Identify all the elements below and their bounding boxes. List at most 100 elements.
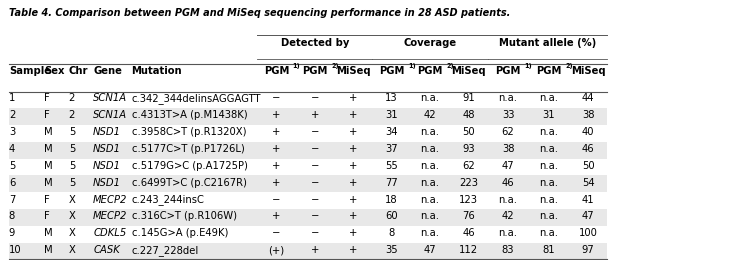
Text: Mutation: Mutation <box>132 66 183 76</box>
Text: Mutant allele (%): Mutant allele (%) <box>499 38 596 48</box>
Text: n.a.: n.a. <box>539 178 558 188</box>
Text: X: X <box>69 211 75 222</box>
Text: 123: 123 <box>459 194 478 205</box>
Text: 47: 47 <box>423 245 437 255</box>
Text: −: − <box>310 211 319 222</box>
Bar <box>9 243 607 260</box>
Text: c.145G>A (p.E49K): c.145G>A (p.E49K) <box>132 228 228 238</box>
Text: +: + <box>310 245 319 255</box>
Text: c.5179G>C (p.A1725P): c.5179G>C (p.A1725P) <box>132 161 248 171</box>
Text: 76: 76 <box>462 211 475 222</box>
Text: c.316C>T (p.R106W): c.316C>T (p.R106W) <box>132 211 236 222</box>
Text: n.a.: n.a. <box>420 93 440 103</box>
Text: 2): 2) <box>446 63 454 69</box>
Text: c.243_244insC: c.243_244insC <box>132 194 205 205</box>
Text: 41: 41 <box>582 194 595 205</box>
Text: n.a.: n.a. <box>420 127 440 137</box>
Text: 55: 55 <box>385 161 398 171</box>
Text: F: F <box>44 194 50 205</box>
Text: +: + <box>349 144 358 154</box>
Text: CASK: CASK <box>93 245 120 255</box>
Text: n.a.: n.a. <box>539 228 558 238</box>
Text: 1): 1) <box>525 63 532 69</box>
Bar <box>9 176 607 192</box>
Text: c.342_344delinsAGGAGTT: c.342_344delinsAGGAGTT <box>132 93 261 103</box>
Text: MiSeq: MiSeq <box>336 66 370 76</box>
Text: 1: 1 <box>9 93 16 103</box>
Text: +: + <box>349 211 358 222</box>
Text: 100: 100 <box>579 228 598 238</box>
Text: 38: 38 <box>582 110 594 120</box>
Text: 60: 60 <box>385 211 398 222</box>
Text: c.5177C>T (p.P1726L): c.5177C>T (p.P1726L) <box>132 144 245 154</box>
Text: n.a.: n.a. <box>499 93 517 103</box>
Text: 44: 44 <box>582 93 594 103</box>
Text: +: + <box>349 161 358 171</box>
Text: 50: 50 <box>462 127 475 137</box>
Text: 31: 31 <box>385 110 398 120</box>
Text: 2): 2) <box>565 63 573 69</box>
Text: 47: 47 <box>582 211 595 222</box>
Text: +: + <box>272 110 281 120</box>
Text: n.a.: n.a. <box>420 161 440 171</box>
Text: +: + <box>272 127 281 137</box>
Text: X: X <box>69 194 75 205</box>
Text: Sex: Sex <box>44 66 65 76</box>
Text: 38: 38 <box>502 144 514 154</box>
Text: −: − <box>272 228 281 238</box>
Text: +: + <box>310 110 319 120</box>
Text: n.a.: n.a. <box>539 144 558 154</box>
Text: n.a.: n.a. <box>539 211 558 222</box>
Text: +: + <box>349 194 358 205</box>
Text: c.4313T>A (p.M1438K): c.4313T>A (p.M1438K) <box>132 110 247 120</box>
Text: 31: 31 <box>542 110 555 120</box>
Text: F: F <box>44 110 50 120</box>
Text: M: M <box>44 228 53 238</box>
Text: −: − <box>310 161 319 171</box>
Text: 9: 9 <box>9 228 16 238</box>
Text: 62: 62 <box>462 161 475 171</box>
Text: 46: 46 <box>582 144 595 154</box>
Text: NSD1: NSD1 <box>93 178 121 188</box>
Text: M: M <box>44 144 53 154</box>
Text: PGM: PGM <box>264 66 289 76</box>
Text: 81: 81 <box>542 245 555 255</box>
Text: 54: 54 <box>582 178 595 188</box>
Text: 2: 2 <box>9 110 16 120</box>
Text: −: − <box>310 228 319 238</box>
Text: 35: 35 <box>385 245 398 255</box>
Bar <box>9 108 607 125</box>
Text: +: + <box>349 110 358 120</box>
Text: n.a.: n.a. <box>499 228 517 238</box>
Text: NSD1: NSD1 <box>93 144 121 154</box>
Text: Detected by: Detected by <box>281 38 349 48</box>
Text: M: M <box>44 245 53 255</box>
Text: 5: 5 <box>9 161 16 171</box>
Text: NSD1: NSD1 <box>93 127 121 137</box>
Text: n.a.: n.a. <box>539 93 558 103</box>
Text: c.227_228del: c.227_228del <box>132 245 199 256</box>
Text: −: − <box>310 194 319 205</box>
Text: M: M <box>44 127 53 137</box>
Text: 4: 4 <box>9 144 15 154</box>
Text: 97: 97 <box>582 245 595 255</box>
Text: NSD1: NSD1 <box>93 161 121 171</box>
Text: n.a.: n.a. <box>539 127 558 137</box>
Text: M: M <box>44 178 53 188</box>
Text: c.3958C>T (p.R1320X): c.3958C>T (p.R1320X) <box>132 127 246 137</box>
Text: (+): (+) <box>268 245 285 255</box>
Text: n.a.: n.a. <box>499 194 517 205</box>
Text: MECP2: MECP2 <box>93 211 128 222</box>
Text: MiSeq: MiSeq <box>571 66 605 76</box>
Text: 77: 77 <box>385 178 398 188</box>
Text: 6: 6 <box>9 178 16 188</box>
Text: 50: 50 <box>582 161 595 171</box>
Text: 10: 10 <box>9 245 21 255</box>
Text: 83: 83 <box>502 245 514 255</box>
Text: 5: 5 <box>69 161 75 171</box>
Text: PGM: PGM <box>418 66 443 76</box>
Text: 91: 91 <box>462 93 475 103</box>
Text: −: − <box>310 127 319 137</box>
Text: MECP2: MECP2 <box>93 194 128 205</box>
Text: Chr: Chr <box>69 66 88 76</box>
